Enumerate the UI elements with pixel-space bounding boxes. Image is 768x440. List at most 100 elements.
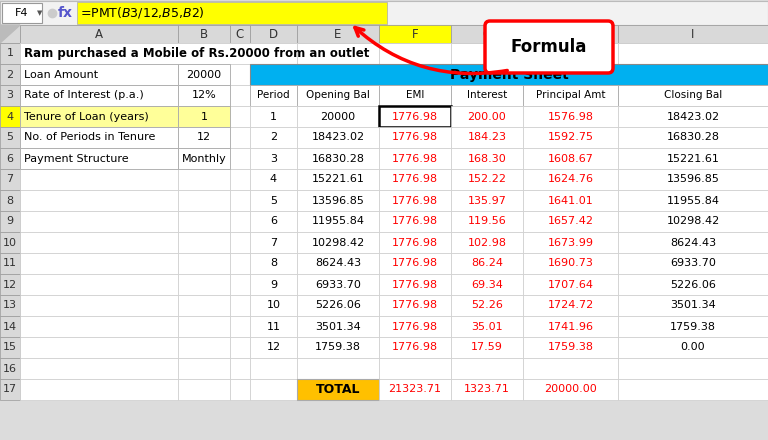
- Bar: [379, 106, 451, 127]
- Text: 12: 12: [266, 342, 280, 352]
- Text: 10: 10: [3, 238, 17, 247]
- Bar: [451, 253, 523, 274]
- Bar: [297, 232, 379, 253]
- Bar: [297, 85, 379, 106]
- Bar: [20, 295, 178, 316]
- Text: 16830.28: 16830.28: [312, 154, 365, 164]
- Bar: [250, 211, 297, 232]
- Bar: [250, 232, 297, 253]
- Text: 1776.98: 1776.98: [392, 132, 438, 143]
- Text: F: F: [412, 27, 419, 40]
- Bar: [250, 358, 297, 379]
- Bar: [230, 148, 250, 169]
- Bar: [178, 190, 230, 211]
- Bar: [20, 85, 178, 106]
- Text: 9: 9: [6, 216, 14, 227]
- Bar: [523, 25, 618, 43]
- Text: 1759.38: 1759.38: [548, 342, 594, 352]
- Bar: [230, 127, 250, 148]
- Bar: [379, 127, 451, 148]
- Bar: [451, 127, 523, 148]
- Text: 10298.42: 10298.42: [667, 216, 720, 227]
- Text: 5226.06: 5226.06: [315, 301, 361, 311]
- Bar: [523, 148, 618, 169]
- Text: 3: 3: [6, 91, 14, 100]
- Text: 8: 8: [270, 258, 277, 268]
- Bar: [178, 379, 230, 400]
- Bar: [178, 316, 230, 337]
- Bar: [379, 379, 451, 400]
- Bar: [379, 127, 451, 148]
- Bar: [20, 25, 178, 43]
- Bar: [250, 337, 297, 358]
- Bar: [523, 190, 618, 211]
- Bar: [523, 148, 618, 169]
- Text: 18423.02: 18423.02: [667, 111, 720, 121]
- Bar: [0, 211, 20, 232]
- Bar: [250, 232, 297, 253]
- Bar: [379, 64, 451, 85]
- Bar: [250, 211, 297, 232]
- Text: A: A: [95, 27, 103, 40]
- Bar: [451, 232, 523, 253]
- Text: 1673.99: 1673.99: [548, 238, 594, 247]
- Bar: [451, 25, 523, 43]
- Text: 1: 1: [6, 48, 14, 59]
- Text: 5: 5: [270, 195, 277, 205]
- Bar: [178, 85, 230, 106]
- Bar: [2, 3, 42, 23]
- Bar: [618, 253, 768, 274]
- Text: 1759.38: 1759.38: [670, 322, 716, 331]
- Bar: [523, 295, 618, 316]
- Bar: [20, 148, 178, 169]
- Bar: [451, 64, 523, 85]
- Bar: [250, 253, 297, 274]
- Bar: [250, 190, 297, 211]
- Bar: [379, 211, 451, 232]
- Bar: [451, 274, 523, 295]
- Bar: [618, 127, 768, 148]
- Text: 184.23: 184.23: [468, 132, 507, 143]
- Bar: [178, 169, 230, 190]
- Bar: [379, 232, 451, 253]
- Bar: [523, 316, 618, 337]
- Bar: [451, 148, 523, 169]
- Bar: [297, 127, 379, 148]
- Bar: [20, 43, 297, 64]
- Bar: [230, 337, 250, 358]
- Bar: [297, 379, 379, 400]
- Bar: [379, 169, 451, 190]
- Bar: [523, 379, 618, 400]
- Bar: [178, 337, 230, 358]
- Text: 12%: 12%: [192, 91, 217, 100]
- Bar: [178, 127, 230, 148]
- Bar: [451, 337, 523, 358]
- Bar: [618, 379, 768, 400]
- Bar: [230, 253, 250, 274]
- Bar: [230, 232, 250, 253]
- Bar: [618, 211, 768, 232]
- Bar: [230, 43, 250, 64]
- Text: TOTAL: TOTAL: [316, 383, 360, 396]
- Text: 6933.70: 6933.70: [670, 258, 716, 268]
- Bar: [230, 64, 250, 85]
- Bar: [0, 25, 20, 43]
- Bar: [379, 232, 451, 253]
- Bar: [20, 106, 178, 127]
- Bar: [523, 106, 618, 127]
- Bar: [379, 253, 451, 274]
- Bar: [618, 274, 768, 295]
- Bar: [379, 358, 451, 379]
- Bar: [178, 232, 230, 253]
- Bar: [379, 295, 451, 316]
- Text: 2: 2: [6, 70, 14, 80]
- Bar: [379, 295, 451, 316]
- Bar: [178, 211, 230, 232]
- Text: Monthly: Monthly: [181, 154, 227, 164]
- Bar: [250, 274, 297, 295]
- Text: 15: 15: [3, 342, 17, 352]
- Bar: [178, 25, 230, 43]
- Bar: [379, 337, 451, 358]
- Bar: [297, 274, 379, 295]
- Bar: [250, 274, 297, 295]
